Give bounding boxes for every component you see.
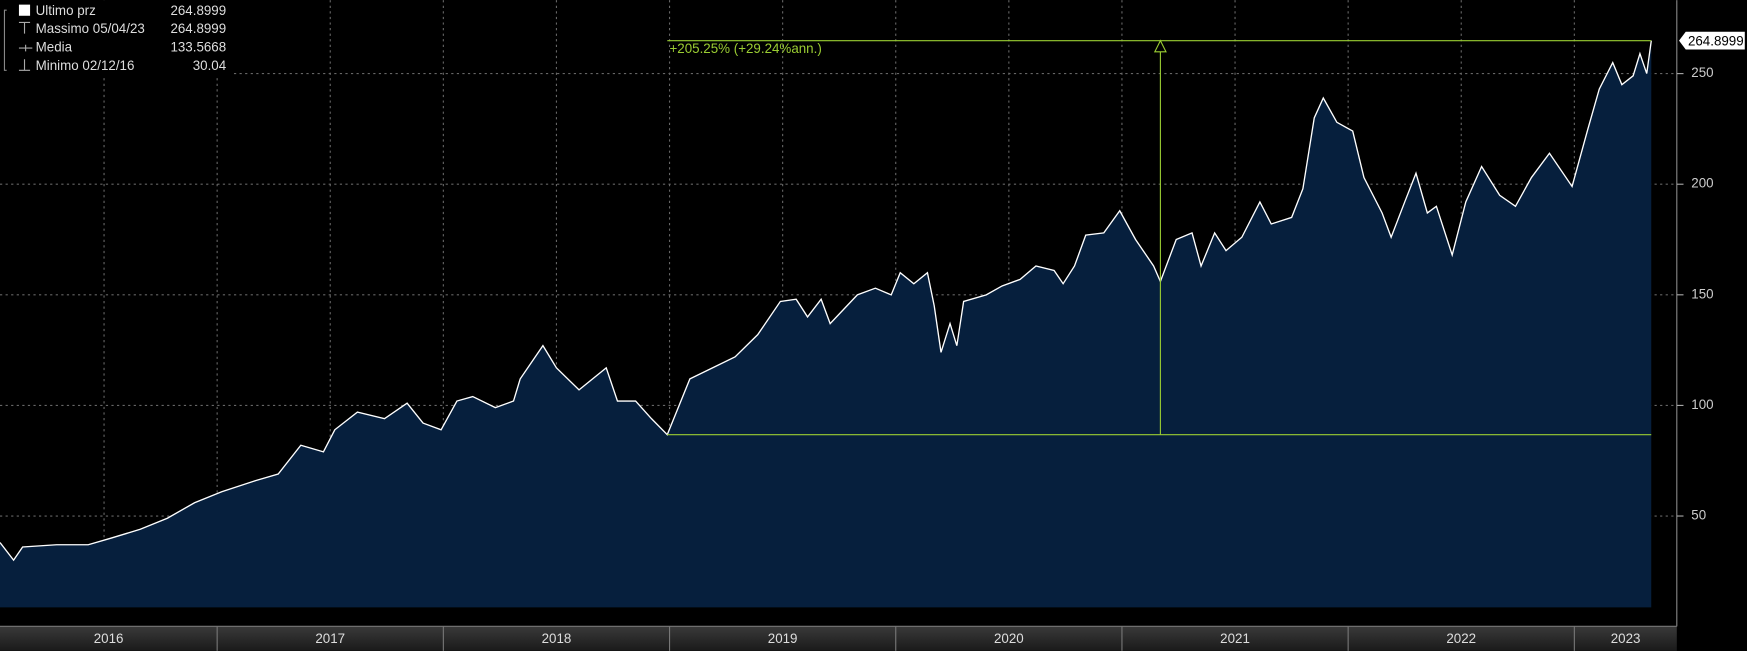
- last-price-box: [1679, 31, 1745, 50]
- legend-icon: [18, 59, 31, 71]
- legend-label: Media: [36, 40, 73, 55]
- y-tick-label: 150: [1691, 286, 1713, 301]
- legend-icon: [18, 21, 31, 34]
- x-axis-band: [0, 626, 1677, 651]
- legend-label: Massimo 05/04/23: [36, 21, 145, 36]
- y-tick-label: 100: [1691, 397, 1713, 412]
- price-line: [0, 40, 1652, 562]
- legend-value: 264.8999: [170, 21, 226, 36]
- legend-label: Ultimo prz: [36, 3, 96, 18]
- legend-swatch: [18, 4, 31, 16]
- y-tick-label: 50: [1691, 508, 1706, 523]
- y-tick-label: 200: [1691, 176, 1713, 191]
- x-tick-label: 2017: [315, 631, 345, 646]
- x-tick-label: 2023: [1611, 631, 1641, 646]
- x-tick-label: 2020: [994, 631, 1024, 646]
- x-tick-label: 2016: [94, 631, 124, 646]
- legend-icon: [18, 44, 33, 52]
- legend-value: 30.04: [193, 58, 227, 73]
- x-tick-label: 2018: [542, 631, 572, 646]
- legend-value: 133.5668: [170, 40, 226, 55]
- annotation-label: +205.25% (+29.24%ann.): [670, 41, 822, 56]
- legend-bracket: [3, 9, 7, 71]
- x-tick-label: 2022: [1446, 631, 1476, 646]
- legend-label: Minimo 02/12/16: [36, 58, 135, 73]
- legend-box: [0, 0, 232, 76]
- y-tick-label: 250: [1691, 65, 1713, 80]
- x-tick-label: 2021: [1220, 631, 1250, 646]
- last-price-label: 264.8999: [1688, 33, 1744, 48]
- x-tick-label: 2019: [768, 631, 798, 646]
- legend-value: 264.8999: [170, 3, 226, 18]
- area-fill: [0, 40, 1652, 608]
- arrow-head: [1153, 39, 1167, 53]
